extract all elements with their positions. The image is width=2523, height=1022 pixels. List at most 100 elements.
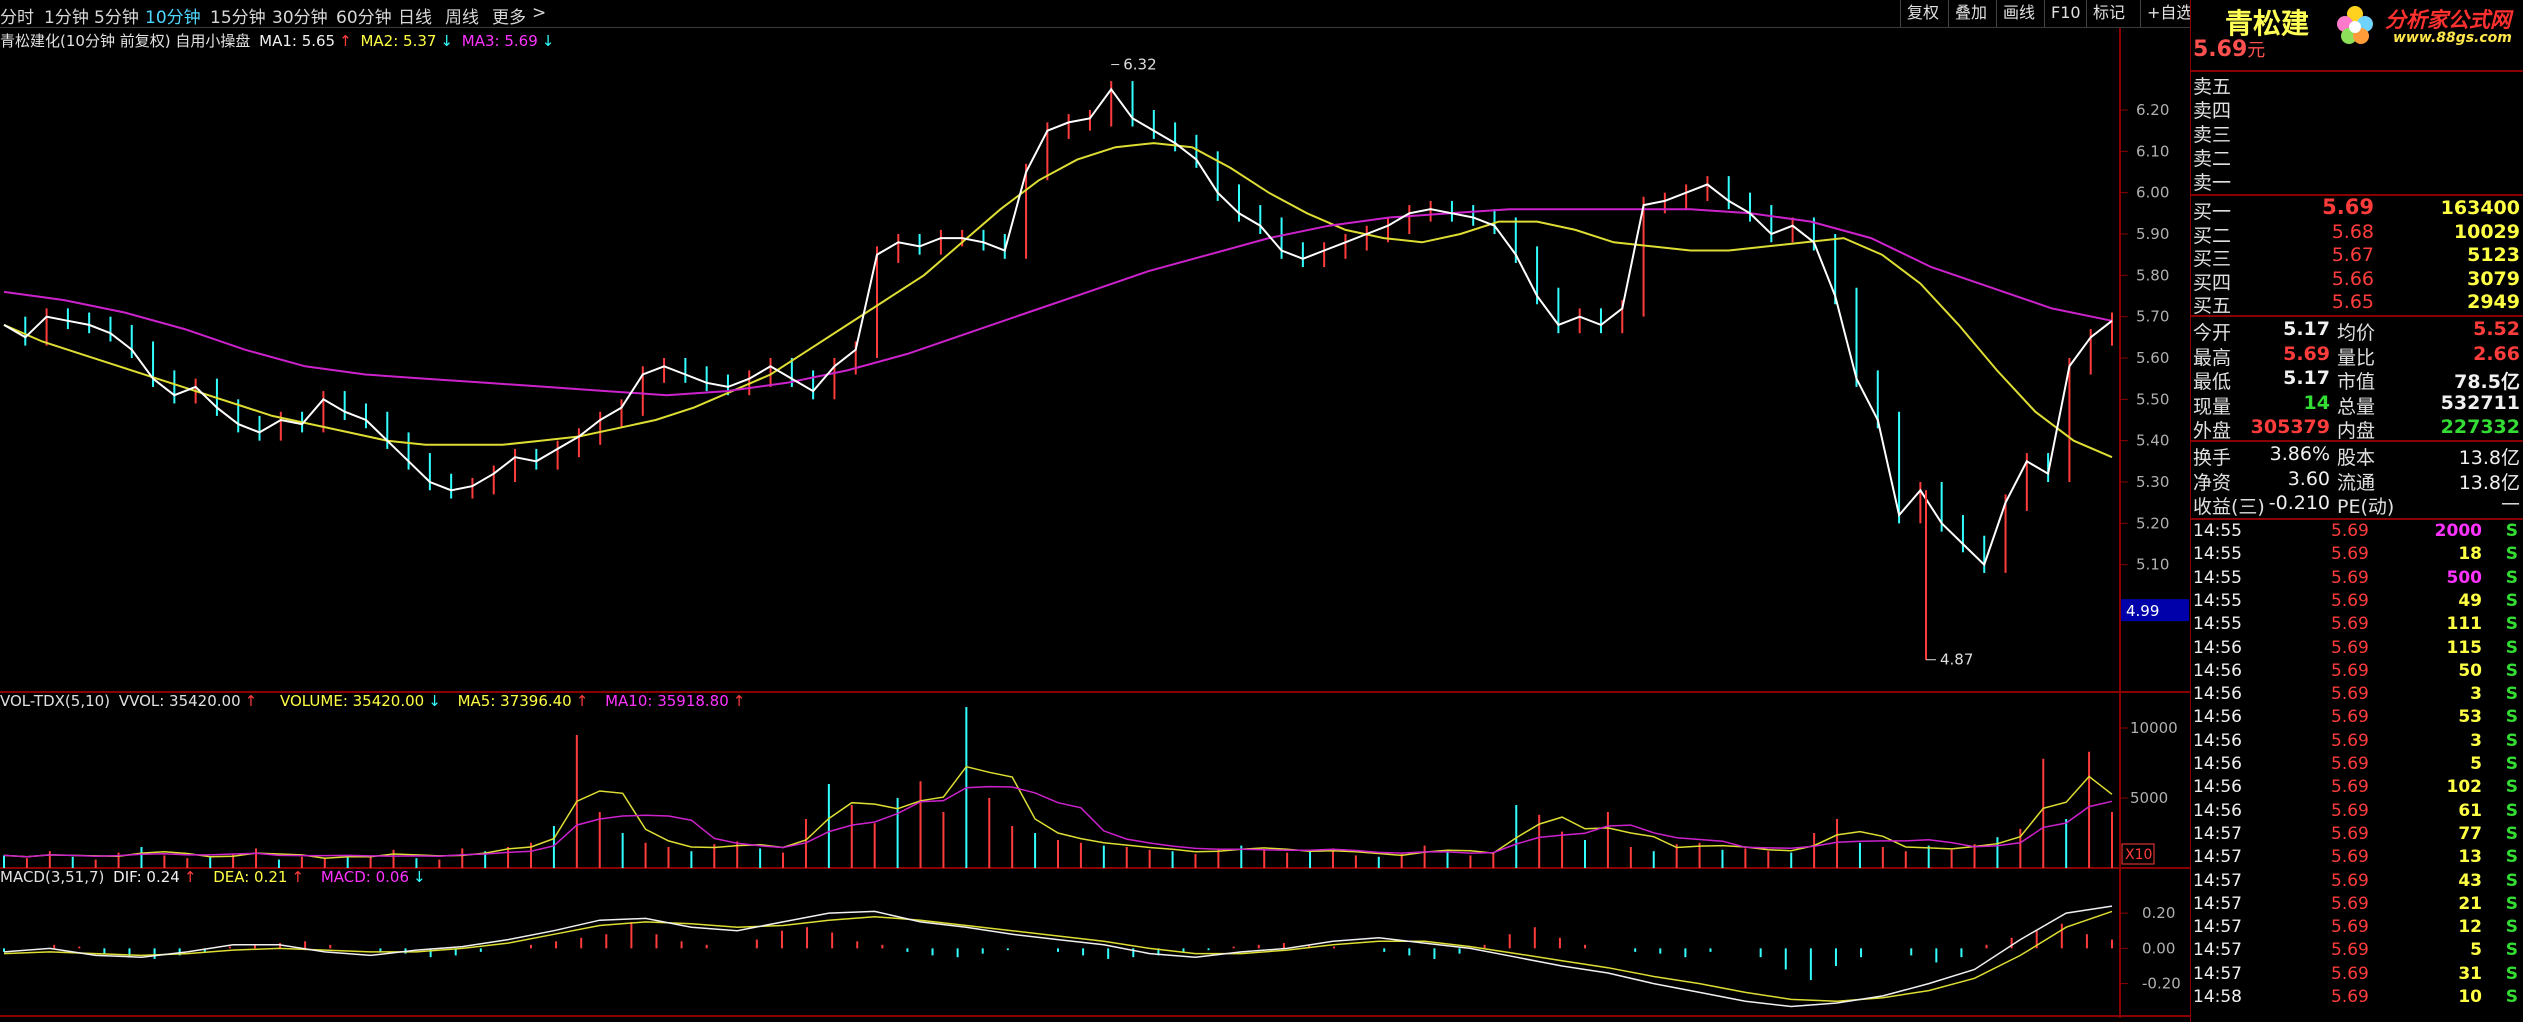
trade-row[interactable]: 14:55 5.69 111 S [2191, 614, 2523, 637]
ask-row[interactable]: 卖四 [2191, 96, 2523, 122]
ask-row[interactable]: 卖三 [2191, 120, 2523, 146]
period-tab[interactable]: > [532, 3, 547, 23]
period-tab[interactable]: 10分钟 [145, 8, 201, 28]
ma2-value: MA2: 5.37 [360, 32, 437, 50]
trade-row[interactable]: 14:56 5.69 3 S [2191, 684, 2523, 707]
trade-row[interactable]: 14:56 5.69 50 S [2191, 661, 2523, 684]
ask-row[interactable]: 卖二 [2191, 144, 2523, 170]
trade-row[interactable]: 14:56 5.69 3 S [2191, 731, 2523, 754]
trade-volume: 3 [2470, 730, 2482, 751]
trade-row[interactable]: 14:57 5.69 43 S [2191, 871, 2523, 894]
trade-row[interactable]: 14:56 5.69 115 S [2191, 638, 2523, 661]
trade-side: S [2505, 614, 2518, 635]
period-tab[interactable]: 15分钟 [210, 8, 266, 28]
trade-row[interactable]: 14:57 5.69 31 S [2191, 964, 2523, 987]
vol-ma10-line [3, 785, 2113, 858]
bid-row[interactable]: 买四 5.66 3079 [2191, 268, 2523, 294]
toolbar-button[interactable]: F10 [2044, 0, 2087, 28]
price-axis-label: 5.90 [2136, 225, 2169, 243]
trade-price: 5.69 [2331, 823, 2369, 844]
kline-chart[interactable]: 6.20 6.10 6.00 5.90 5.80 5.70 5.60 5.50 5.40 5.30… [0, 28, 2190, 1018]
trade-row[interactable]: 14:55 5.69 49 S [2191, 591, 2523, 614]
trade-row[interactable]: 14:57 5.69 12 S [2191, 917, 2523, 940]
main-chart-header: 青松建化(10分钟 前复权) 自用小操盘 MA1: 5.65 ↑ MA2: 5.3… [0, 30, 558, 51]
trade-row[interactable]: 14:58 5.69 10 S [2191, 987, 2523, 1010]
ask-label: 卖四 [2193, 100, 2232, 122]
bid-row[interactable]: 买五 5.65 2949 [2191, 291, 2523, 317]
stat-label: 均价 [2337, 322, 2376, 344]
trade-price: 5.69 [2331, 917, 2369, 938]
period-tab[interactable]: 60分钟 [336, 8, 392, 28]
toolbar-button[interactable]: 画线 [1996, 0, 2041, 28]
trade-row[interactable]: 14:57 5.69 5 S [2191, 940, 2523, 963]
stat-value: 14 [2303, 391, 2330, 414]
period-tab[interactable]: 1分钟 [44, 8, 89, 28]
period-tab[interactable]: 更多 [492, 8, 526, 28]
trade-volume: 49 [2458, 590, 2482, 611]
stat-value: — [2501, 492, 2520, 514]
period-tab[interactable]: 30分钟 [272, 8, 328, 28]
ask-row[interactable]: 卖一 [2191, 168, 2523, 194]
price-axis-label: 5.60 [2136, 349, 2169, 367]
stat-value: 3.60 [2287, 467, 2330, 490]
bid-label: 买一 [2193, 201, 2232, 223]
ma3-line [3, 208, 2113, 397]
stat-value: 2.66 [2473, 342, 2520, 365]
trade-side: S [2505, 567, 2518, 588]
trade-row[interactable]: 14:55 5.69 500 S [2191, 568, 2523, 591]
trade-row[interactable]: 14:56 5.69 53 S [2191, 707, 2523, 730]
toolbar-button[interactable]: 叠加 [1948, 0, 1993, 28]
divider [2191, 70, 2523, 72]
trade-price: 5.69 [2331, 590, 2369, 611]
trade-volume: 13 [2458, 847, 2482, 868]
vol-unit: X10 [2125, 847, 2152, 863]
trade-time: 14:58 [2193, 987, 2242, 1007]
trade-volume: 31 [2458, 963, 2482, 984]
trade-time: 14:56 [2193, 637, 2242, 658]
up-arrow-icon: ↑ [244, 692, 258, 710]
trade-row[interactable]: 14:55 5.69 18 S [2191, 544, 2523, 567]
price-axis-label: 6.10 [2136, 142, 2169, 160]
trade-side: S [2505, 544, 2518, 565]
stat-label: 净资 [2193, 471, 2232, 494]
trade-side: S [2505, 590, 2518, 611]
price-unit: 元 [2247, 40, 2266, 61]
bid-row[interactable]: 买三 5.67 5123 [2191, 244, 2523, 270]
trade-row[interactable]: 14:57 5.69 13 S [2191, 847, 2523, 870]
period-tab[interactable]: 5分钟 [94, 8, 139, 28]
trade-price: 5.69 [2331, 567, 2369, 588]
bid-row[interactable]: 买一 5.69 163400 [2191, 195, 2523, 223]
trade-time: 14:56 [2193, 777, 2242, 798]
trade-time: 14:56 [2193, 800, 2242, 821]
trade-volume: 5 [2470, 754, 2482, 774]
bid-row[interactable]: 买二 5.68 10029 [2191, 221, 2523, 247]
trade-row[interactable]: 14:57 5.69 77 S [2191, 824, 2523, 847]
period-tab[interactable]: 日线 [398, 8, 432, 28]
stat-value: 13.8亿 [2458, 471, 2520, 494]
trade-volume: 12 [2458, 917, 2482, 938]
trade-row[interactable]: 14:55 5.69 2000 S [2191, 521, 2523, 544]
toolbar-button[interactable]: 复权 [1900, 0, 1945, 28]
trade-volume: 2000 [2434, 521, 2482, 541]
ma1-value: MA1: 5.65 [259, 32, 336, 50]
trade-side: S [2505, 847, 2518, 868]
trade-row[interactable]: 14:56 5.69 61 S [2191, 801, 2523, 824]
ask-row[interactable]: 卖五 [2191, 72, 2523, 98]
flower-logo-icon [2337, 6, 2373, 44]
toolbar-button[interactable]: 标记 [2086, 0, 2131, 28]
divider [2191, 518, 2523, 520]
trade-price: 5.69 [2331, 940, 2369, 961]
period-tab[interactable]: 周线 [445, 8, 479, 28]
trade-time: 14:56 [2193, 754, 2242, 774]
period-tab[interactable]: 分时 [0, 8, 34, 28]
trade-price: 5.69 [2331, 963, 2369, 984]
stat-row: 换手 3.86% 股本 13.8亿 [2191, 443, 2523, 469]
vvol-value: VVOL: 35420.00 [118, 692, 241, 710]
cursor-price: 4.99 [2126, 602, 2159, 620]
trade-row[interactable]: 14:56 5.69 5 S [2191, 754, 2523, 777]
toolbar-button[interactable]: +自选 [2140, 0, 2198, 28]
vol-indicator-name: VOL-TDX(5,10) [0, 692, 111, 710]
trade-volume: 77 [2458, 823, 2482, 844]
trade-row[interactable]: 14:57 5.69 21 S [2191, 894, 2523, 917]
trade-row[interactable]: 14:56 5.69 102 S [2191, 777, 2523, 800]
